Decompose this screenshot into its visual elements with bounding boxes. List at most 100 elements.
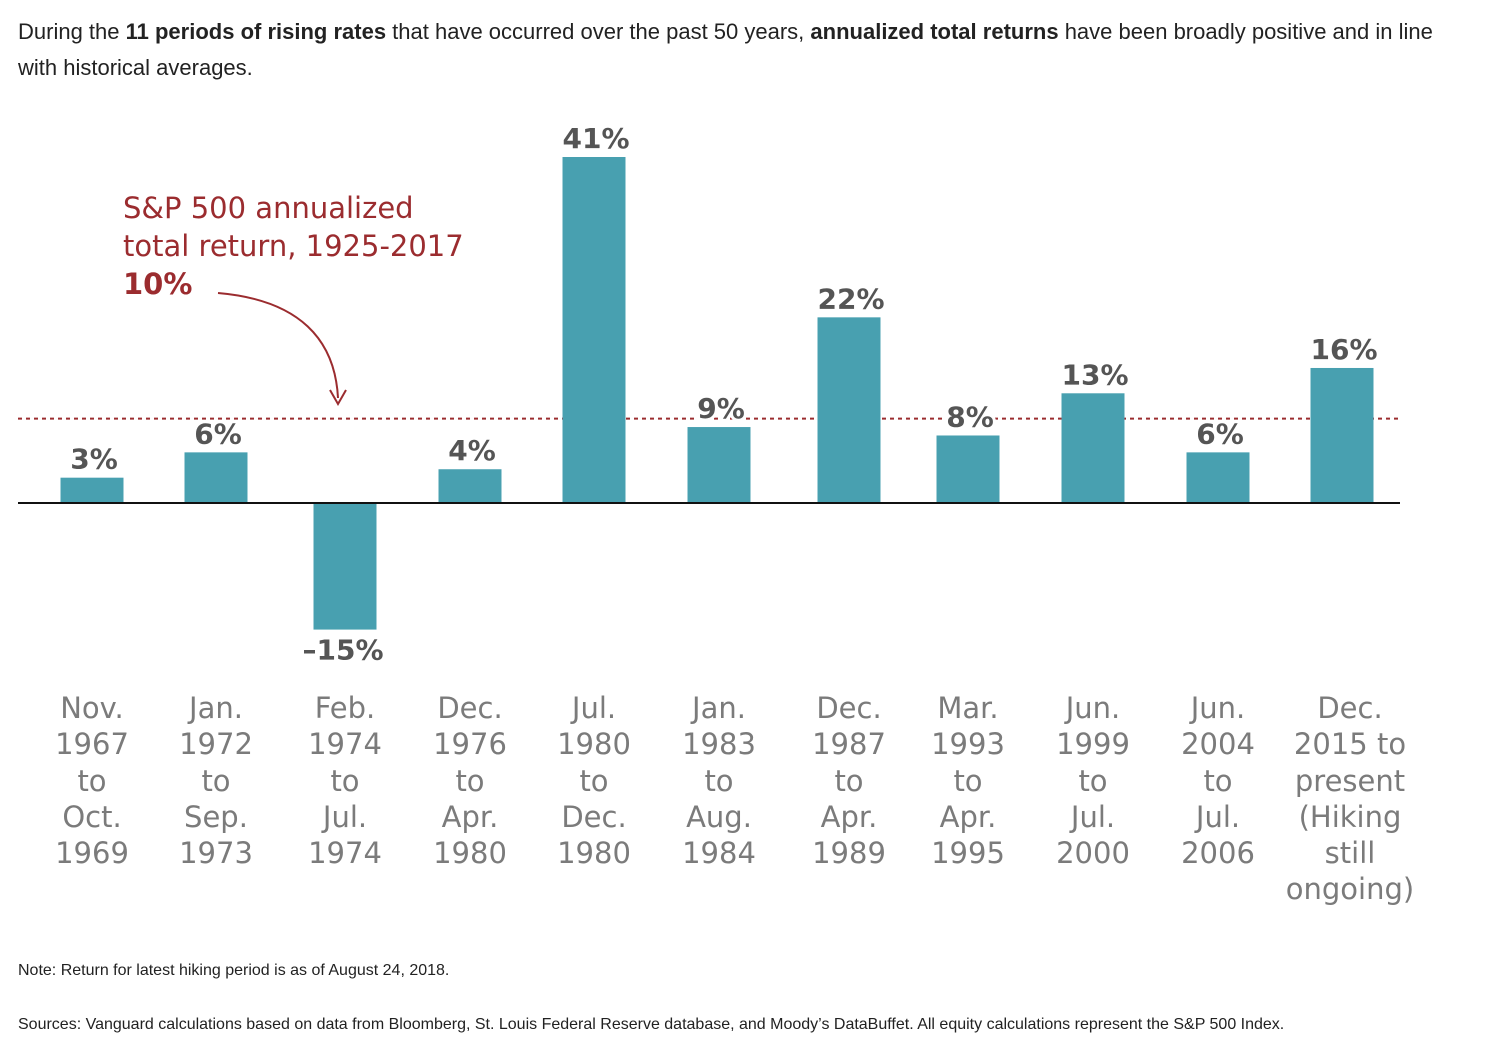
- x-axis-label-line: 1995: [931, 836, 1005, 871]
- headline: During the 11 periods of rising rates th…: [18, 14, 1468, 86]
- x-axis-label-line: Apr.: [939, 799, 997, 834]
- x-axis-label-line: to: [1078, 763, 1108, 798]
- x-axis-label-line: Jun.: [1065, 691, 1121, 725]
- x-axis-label-line: 2000: [1056, 836, 1130, 871]
- x-axis-label-line: Apr.: [441, 799, 499, 834]
- value-label: 3%: [70, 443, 118, 476]
- annotation-line-1: S&P 500 annualized: [123, 191, 414, 225]
- bar: [1186, 452, 1250, 503]
- x-axis-label: Jun. 2004 to Jul. 2006: [1153, 690, 1283, 871]
- x-axis-label-line: Feb.: [314, 691, 376, 725]
- x-axis-label-line: 1967: [55, 727, 129, 762]
- x-axis-label: Jul. 1980 to Dec. 1980: [529, 690, 659, 871]
- value-label: 6%: [1196, 417, 1244, 450]
- annotation-arrowhead: [329, 389, 347, 407]
- x-axis-label-line: Oct.: [62, 799, 122, 834]
- value-label: 16%: [1310, 333, 1377, 366]
- x-axis-label-line: 1972: [179, 727, 253, 762]
- x-axis-label-line: ongoing): [1285, 872, 1415, 907]
- bar: [60, 477, 124, 503]
- x-axis-label-line: (Hiking: [1298, 799, 1402, 834]
- x-axis-label-line: to: [953, 763, 983, 798]
- value-label: 9%: [697, 392, 745, 425]
- annotation-line-2: total return, 1925-2017: [123, 229, 464, 263]
- x-axis-label-line: Jan.: [189, 691, 243, 725]
- x-axis-label: Nov. 1967 to Oct. 1969: [27, 690, 157, 871]
- headline-mid: that have occurred over the past 50 year…: [386, 19, 811, 44]
- value-label: 41%: [562, 122, 629, 155]
- x-axis-label-line: Aug.: [686, 799, 752, 834]
- x-axis-label-line: 1983: [682, 727, 756, 762]
- x-axis-label-line: 1974: [308, 727, 382, 762]
- x-axis-label-line: to: [77, 763, 107, 798]
- x-axis-label-line: to: [330, 763, 360, 798]
- headline-bold-periods: 11 periods of rising rates: [125, 19, 387, 44]
- x-axis-label-line: 1993: [931, 727, 1005, 762]
- bar: [184, 452, 248, 503]
- value-label: –15%: [302, 634, 383, 667]
- x-axis-label-line: still: [1324, 836, 1376, 871]
- value-label: 4%: [448, 434, 496, 467]
- x-axis-label-line: to: [704, 763, 734, 798]
- x-axis-label-line: to: [579, 763, 609, 798]
- x-axis-label-line: Mar.: [937, 691, 999, 725]
- reference-annotation: S&P 500 annualized total return, 1925-20…: [123, 189, 464, 303]
- x-axis-label: Dec. 1987 to Apr. 1989: [784, 690, 914, 871]
- x-axis-label-line: present: [1294, 763, 1406, 798]
- x-axis-label-line: Jun.: [1190, 691, 1246, 725]
- x-axis-label: Jan. 1972 to Sep. 1973: [151, 690, 281, 871]
- x-axis-label-line: 1974: [308, 836, 382, 871]
- x-axis-label: Jan. 1983 to Aug. 1984: [654, 690, 784, 871]
- x-axis-label-line: Jul.: [1070, 799, 1116, 834]
- x-axis-label-line: to: [201, 763, 231, 798]
- x-axis-label-line: 1989: [812, 836, 886, 871]
- x-axis-label-line: Jan.: [692, 691, 746, 725]
- x-axis-label-line: 1999: [1056, 727, 1130, 762]
- headline-bold-returns: annualized total returns: [810, 19, 1059, 44]
- x-axis-label: Dec. 2015 to present (Hiking still ongoing): [1285, 690, 1415, 908]
- x-axis-label-line: 1984: [682, 836, 756, 871]
- headline-pre: During the: [18, 19, 126, 44]
- value-label: 8%: [946, 400, 994, 433]
- x-axis-label-line: 1969: [55, 836, 129, 871]
- value-label: 6%: [194, 417, 242, 450]
- x-axis-label-line: to: [1203, 763, 1233, 798]
- x-axis-label-line: 1973: [179, 836, 253, 871]
- x-axis-label-line: Jul.: [571, 691, 617, 725]
- bar: [936, 435, 1000, 503]
- x-axis-label-line: Dec.: [816, 691, 882, 725]
- annotation-arrow-curve: [217, 292, 339, 399]
- x-axis-label-line: Dec.: [561, 799, 627, 834]
- x-axis-label: Jun. 1999 to Jul. 2000: [1028, 690, 1158, 871]
- note: Note: Return for latest hiking period is…: [18, 962, 450, 979]
- x-axis-label: Dec. 1976 to Apr. 1980: [405, 690, 535, 871]
- bar: [313, 503, 377, 630]
- bar: [687, 427, 751, 503]
- x-axis-label: Mar. 1993 to Apr. 1995: [903, 690, 1033, 871]
- x-axis-label-line: to: [455, 763, 485, 798]
- x-axis-label-line: Nov.: [60, 691, 124, 725]
- value-label: 22%: [817, 282, 884, 315]
- x-axis-label-line: 2004: [1181, 727, 1255, 762]
- x-axis-label-line: to: [834, 763, 864, 798]
- x-axis-label-line: 2015 to: [1293, 727, 1407, 762]
- x-axis-label-line: Sep.: [184, 799, 248, 834]
- bar: [438, 469, 502, 503]
- x-axis-label-line: Apr.: [820, 799, 878, 834]
- bar: [1061, 393, 1125, 503]
- x-axis-label-line: 1987: [812, 727, 886, 762]
- bar: [562, 157, 626, 503]
- x-axis-label-line: 1980: [557, 727, 631, 762]
- x-axis-label-line: Jul.: [1195, 799, 1241, 834]
- x-axis-label-line: 1980: [433, 836, 507, 871]
- sources: Sources: Vanguard calculations based on …: [18, 1016, 1285, 1033]
- x-axis-label-line: 1976: [433, 727, 507, 762]
- x-axis-label-line: Dec.: [1317, 691, 1383, 725]
- bar: [817, 317, 881, 503]
- value-label: 13%: [1061, 358, 1128, 391]
- x-axis-label-line: Jul.: [322, 799, 368, 834]
- x-axis-label-line: Dec.: [437, 691, 503, 725]
- bar: [1310, 367, 1374, 503]
- x-axis-label-line: 1980: [557, 836, 631, 871]
